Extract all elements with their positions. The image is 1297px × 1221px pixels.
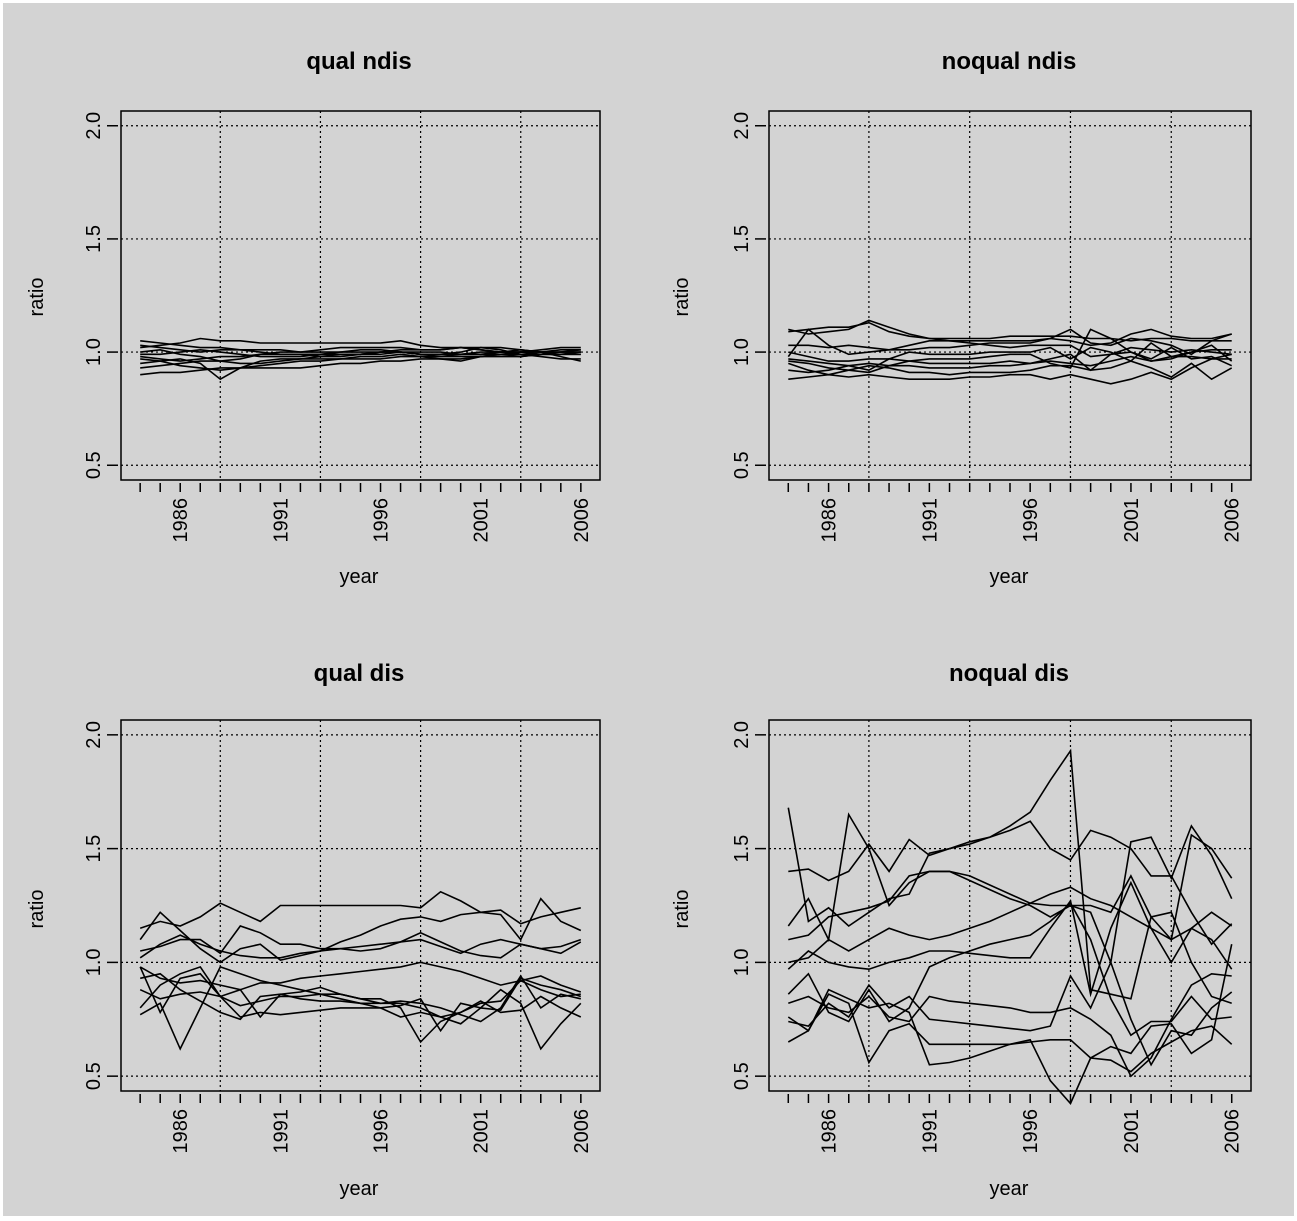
series-lines — [140, 337, 581, 381]
y-tick-label: 0.5 — [731, 1062, 753, 1090]
panel-noqual-dis: noqual dis year ratio 1986 1991 1996 2001 20… — [671, 660, 1252, 1200]
y-tick-label: 1.0 — [83, 948, 105, 976]
y-tick-label: 1.0 — [83, 338, 105, 366]
x-axis-label: year — [340, 566, 379, 588]
x-tick-label: 1996 — [1020, 498, 1042, 543]
y-tick-label: 1.5 — [731, 835, 753, 863]
series-line-7 — [139, 965, 582, 1051]
panel-noqual-ndis: noqual ndis year ratio 1986 1991 1996 2001 2… — [671, 48, 1252, 588]
series-line-5 — [788, 353, 1232, 385]
x-tick-label: 2001 — [471, 1109, 493, 1154]
x-tick-label: 1986 — [819, 498, 841, 543]
series-line-11 — [787, 944, 1233, 1105]
y-axis-label: ratio — [671, 890, 693, 929]
x-tick-label: 2006 — [571, 1109, 593, 1154]
panel-title: noqual ndis — [942, 48, 1077, 75]
x-tick-label: 2006 — [571, 498, 593, 543]
series-lines — [139, 890, 582, 1051]
axes: 1986 1991 1996 2001 2006 0.5 1.0 1.5 2.0 — [83, 721, 593, 1154]
y-tick-label: 1.5 — [83, 835, 105, 863]
series-line-2 — [788, 319, 1232, 356]
y-tick-label: 2.0 — [731, 721, 753, 749]
series-lines — [787, 748, 1233, 1105]
series-line-3 — [788, 328, 1232, 351]
x-tick-label: 2001 — [471, 498, 493, 543]
grid-lines — [769, 720, 1251, 1091]
series-line-9 — [139, 966, 581, 1023]
y-tick-label: 0.5 — [731, 451, 753, 479]
series-line-4 — [788, 870, 1232, 1005]
panel-title: qual ndis — [306, 48, 411, 75]
y-tick-label: 1.0 — [731, 338, 753, 366]
y-axis-label: ratio — [26, 890, 48, 929]
figure: qual ndis year ratio 1986 1991 1996 2001 200… — [3, 3, 1294, 1216]
series-line-10 — [787, 328, 1232, 358]
x-tick-label: 2001 — [1121, 1109, 1143, 1154]
series-line-2 — [788, 820, 1233, 946]
y-axis-label: ratio — [26, 278, 48, 317]
x-tick-label: 1996 — [371, 498, 393, 543]
plot-frame — [120, 719, 601, 1092]
series-lines — [787, 319, 1233, 385]
grid-lines — [121, 111, 600, 480]
x-tick-label: 2001 — [1121, 498, 1143, 543]
x-tick-label: 1991 — [919, 1109, 941, 1154]
x-tick-label: 2006 — [1222, 1109, 1244, 1154]
plot-frame — [120, 110, 601, 481]
x-axis-label: year — [990, 1178, 1029, 1200]
y-tick-label: 2.0 — [731, 112, 753, 140]
series-line-7 — [788, 341, 1233, 372]
series-line-4 — [139, 961, 582, 993]
series-line-7 — [140, 346, 581, 381]
x-tick-label: 1996 — [371, 1109, 393, 1154]
y-tick-label: 0.5 — [83, 451, 105, 479]
figure-background — [3, 3, 1294, 1216]
x-tick-label: 1986 — [170, 1109, 192, 1154]
x-tick-label: 2006 — [1222, 498, 1244, 543]
panel-qual-dis: qual dis year ratio 1986 1991 1996 2001 2006… — [26, 660, 601, 1200]
x-tick-label: 1991 — [270, 1109, 292, 1154]
x-tick-label: 1986 — [170, 498, 192, 543]
axes: 1986 1991 1996 2001 2006 0.5 1.0 1.5 2.0 — [731, 721, 1244, 1154]
y-tick-label: 0.5 — [83, 1062, 105, 1090]
y-tick-label: 1.5 — [83, 225, 105, 253]
y-tick-label: 2.0 — [83, 721, 105, 749]
x-axis-label: year — [340, 1178, 379, 1200]
series-line-9 — [788, 348, 1232, 374]
series-line-1 — [787, 748, 1233, 1000]
plot-frame — [768, 719, 1252, 1092]
series-line-9 — [788, 960, 1233, 1067]
panel-title: noqual dis — [949, 660, 1069, 687]
series-line-10 — [139, 934, 582, 959]
series-line-8 — [788, 972, 1232, 1078]
x-tick-label: 1986 — [819, 1109, 841, 1154]
series-line-6 — [787, 880, 1233, 998]
series-line-8 — [139, 965, 582, 1051]
x-tick-label: 1991 — [270, 498, 292, 543]
panel-title: qual dis — [314, 660, 405, 687]
x-axis-label: year — [990, 566, 1029, 588]
y-tick-label: 1.0 — [731, 948, 753, 976]
x-tick-label: 1991 — [919, 498, 941, 543]
series-line-8 — [788, 346, 1233, 372]
series-line-1 — [139, 890, 581, 930]
series-line-7 — [787, 901, 1232, 1037]
series-line-6 — [788, 360, 1233, 381]
y-axis-label: ratio — [671, 278, 693, 317]
series-line-9 — [140, 346, 581, 362]
axes: 1986 1991 1996 2001 2006 0.5 1.0 1.5 2.0 — [83, 112, 593, 543]
figure-svg: qual ndis year ratio 1986 1991 1996 2001 200… — [3, 3, 1294, 1216]
y-tick-label: 1.5 — [731, 225, 753, 253]
series-line-10 — [140, 346, 581, 369]
series-line-2 — [139, 897, 582, 964]
plot-frame — [768, 110, 1252, 481]
series-line-5 — [788, 886, 1233, 964]
axes: 1986 1991 1996 2001 2006 0.5 1.0 1.5 2.0 — [731, 112, 1244, 543]
x-tick-label: 1996 — [1020, 1109, 1042, 1154]
y-tick-label: 2.0 — [83, 112, 105, 140]
series-line-3 — [787, 812, 1233, 966]
panel-qual-ndis: qual ndis year ratio 1986 1991 1996 2001 200… — [26, 48, 601, 588]
series-line-5 — [140, 351, 581, 376]
